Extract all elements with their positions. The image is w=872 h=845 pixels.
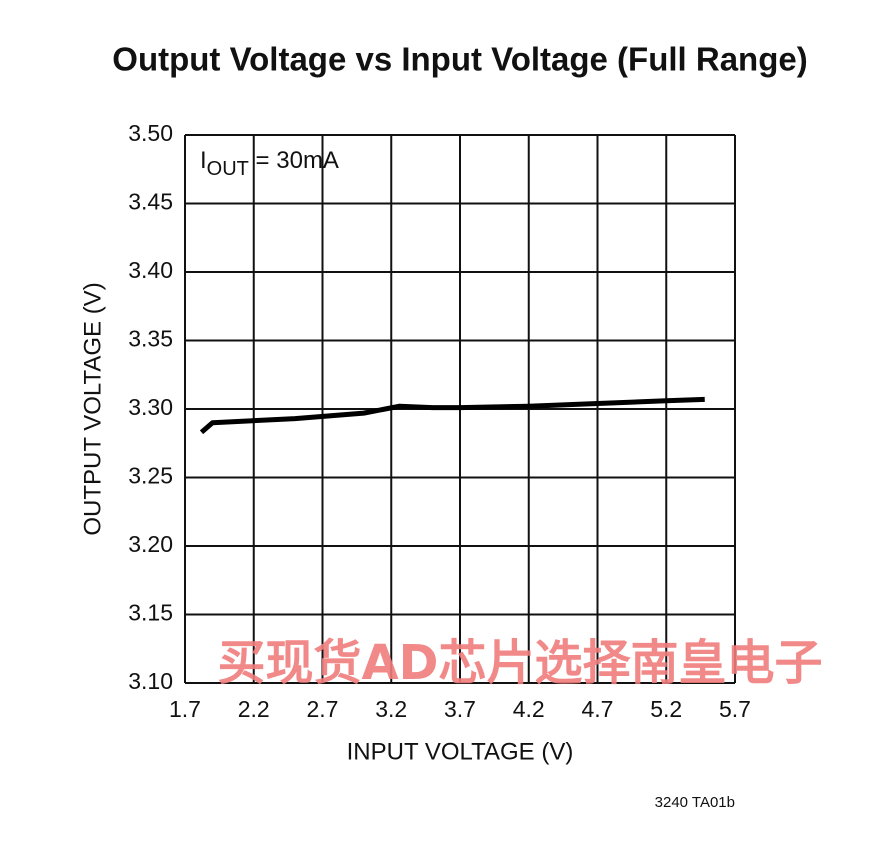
annotation: IOUT = 30mA <box>200 147 339 180</box>
y-tick-label: 3.20 <box>128 531 173 557</box>
x-tick-label: 4.7 <box>582 696 614 722</box>
annotation-rest: = 30mA <box>249 147 339 174</box>
x-tick-label: 2.2 <box>238 696 270 722</box>
y-tick-label: 3.15 <box>128 600 173 626</box>
figure-id: 3240 TA01b <box>655 794 735 811</box>
y-tick-label: 3.50 <box>128 120 173 146</box>
x-tick-label: 5.7 <box>719 696 751 722</box>
y-tick-label: 3.35 <box>128 326 173 352</box>
y-tick-label: 3.25 <box>128 463 173 489</box>
y-tick-label: 3.30 <box>128 394 173 420</box>
annotation-sub: OUT <box>207 158 249 180</box>
x-tick-label: 1.7 <box>169 696 201 722</box>
chart-title: Output Voltage vs Input Voltage (Full Ra… <box>112 41 807 78</box>
data-line <box>199 396 705 435</box>
watermark: 买现货AD芯片选择南皇电子 <box>218 635 823 691</box>
x-tick-label: 3.7 <box>444 696 476 722</box>
x-tick-label: 4.2 <box>513 696 545 722</box>
y-axis-label: OUTPUT VOLTAGE (V) <box>79 282 106 535</box>
x-tick-label: 2.7 <box>307 696 339 722</box>
y-tick-label: 3.45 <box>128 189 173 215</box>
annotation-main: I <box>200 147 207 174</box>
x-tick-label: 5.2 <box>650 696 682 722</box>
y-tick-label: 3.40 <box>128 257 173 283</box>
x-axis-label: INPUT VOLTAGE (V) <box>347 738 574 765</box>
x-tick-label: 3.2 <box>375 696 407 722</box>
y-tick-label: 3.10 <box>128 668 173 694</box>
